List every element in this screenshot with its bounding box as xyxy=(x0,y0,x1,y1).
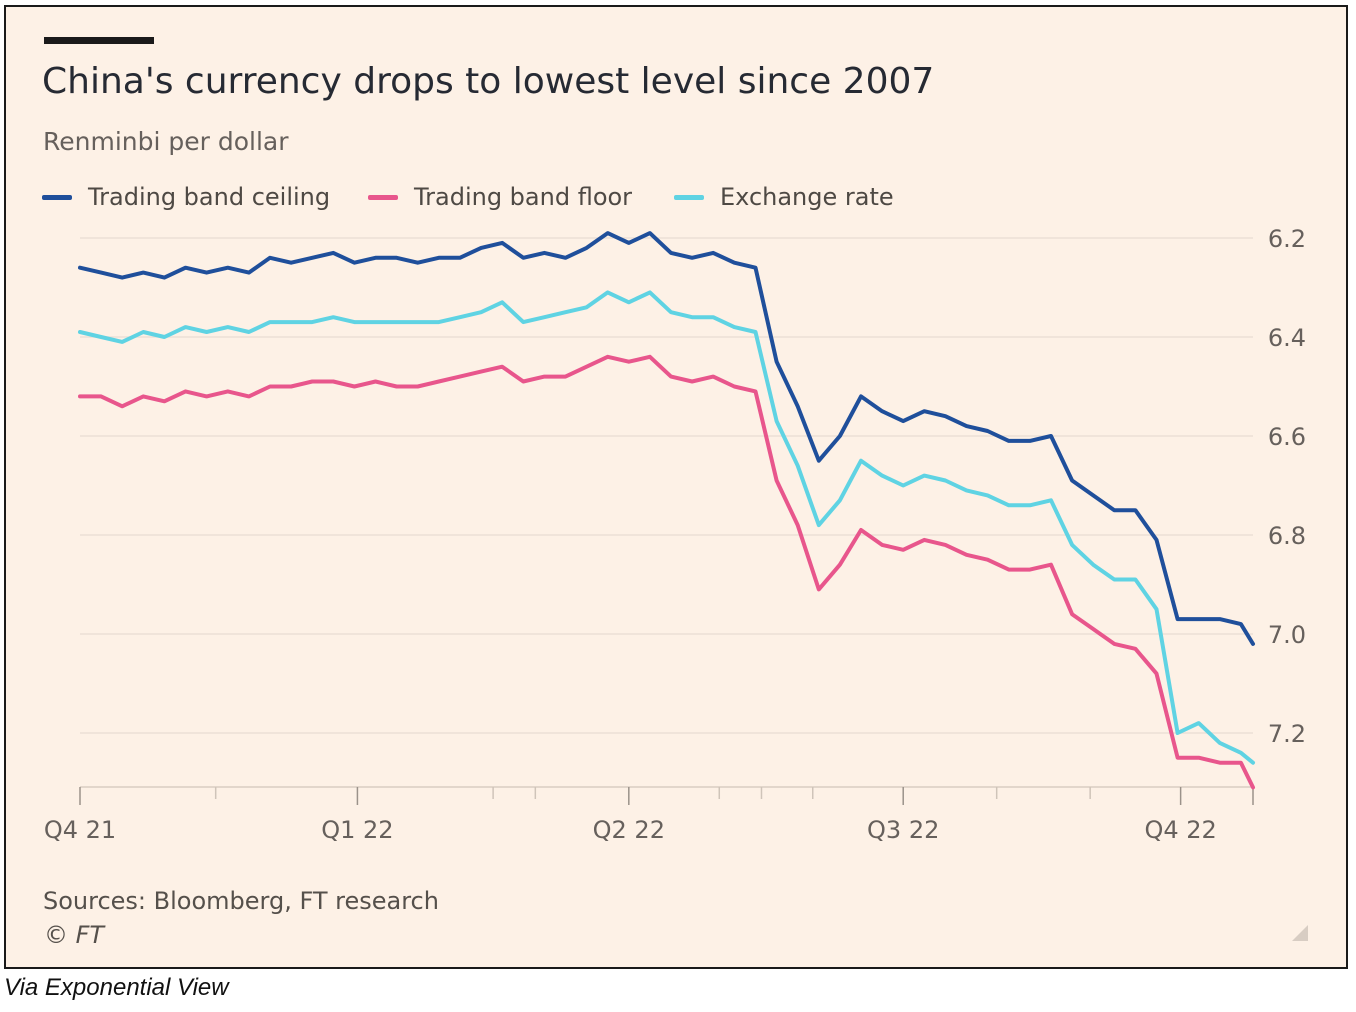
legend-swatch-floor xyxy=(368,194,398,200)
y-tick-label: 6.4 xyxy=(1268,324,1306,352)
series-line-0 xyxy=(78,231,1255,646)
y-tick-label: 7.0 xyxy=(1268,621,1306,649)
y-tick-label: 6.6 xyxy=(1268,423,1306,451)
legend-item-exchange: Exchange rate xyxy=(674,183,894,211)
y-tick-label: 7.2 xyxy=(1268,720,1306,748)
x-tick-label: Q4 22 xyxy=(1144,816,1216,844)
series-line-1 xyxy=(78,354,1255,790)
resize-grip-icon xyxy=(1292,925,1308,941)
sources-note: Sources: Bloomberg, FT research xyxy=(43,887,439,915)
legend-item-ceiling: Trading band ceiling xyxy=(42,183,330,211)
legend-item-floor: Trading band floor xyxy=(368,183,632,211)
legend-swatch-ceiling xyxy=(42,194,72,200)
ft-credit: © FT xyxy=(44,921,105,949)
legend-label-floor: Trading band floor xyxy=(414,183,633,211)
y-tick-label: 6.8 xyxy=(1268,522,1306,550)
legend-swatch-exchange xyxy=(674,194,704,200)
series-line-2 xyxy=(78,290,1255,765)
chart-card: China's currency drops to lowest level s… xyxy=(4,5,1348,969)
y-tick-label: 6.2 xyxy=(1268,225,1306,253)
x-tick-label: Q1 22 xyxy=(321,816,393,844)
legend-label-exchange: Exchange rate xyxy=(720,183,894,211)
chart-subtitle: Renminbi per dollar xyxy=(43,127,289,156)
x-tick-label: Q2 22 xyxy=(593,816,665,844)
legend-label-ceiling: Trading band ceiling xyxy=(88,183,331,211)
x-tick-label: Q3 22 xyxy=(867,816,939,844)
image-caption: Via Exponential View xyxy=(4,974,229,1001)
title-rule xyxy=(44,37,154,44)
x-tick-label: Q4 21 xyxy=(44,816,116,844)
chart-title: China's currency drops to lowest level s… xyxy=(42,61,935,102)
